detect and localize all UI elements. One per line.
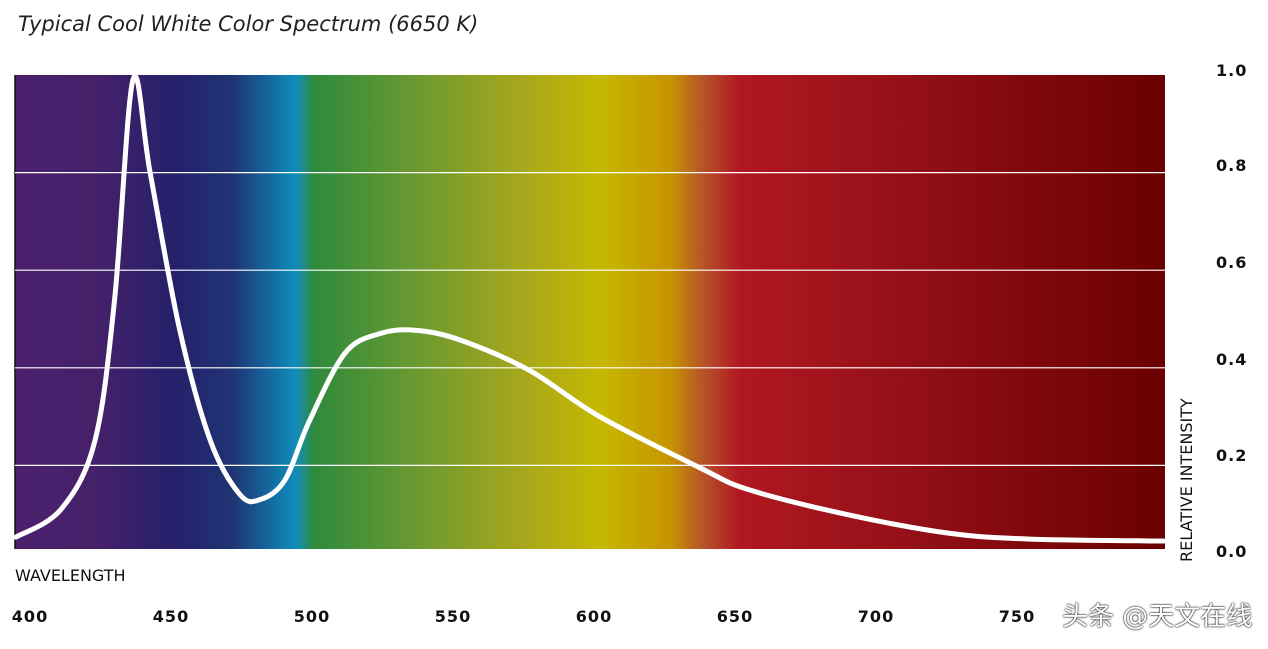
x-tick-label: 650 [717, 607, 753, 626]
x-tick-label: 500 [294, 607, 330, 626]
x-tick-label: 600 [576, 607, 612, 626]
y-tick-label: 0.0 [1216, 542, 1247, 561]
y-tick-label: 0.6 [1216, 253, 1247, 272]
y-ticks: 1.0 0.8 0.6 0.4 0.2 0.0 [1216, 61, 1247, 561]
x-axis-label: WAVELENGTH [15, 566, 126, 585]
chart-title: Typical Cool White Color Spectrum (6650 … [18, 12, 479, 36]
grid [15, 172, 1165, 466]
x-ticks: 400 450 500 550 600 650 700 750 [12, 607, 1035, 626]
spectrum-line [13, 73, 1167, 544]
y-tick-label: 0.4 [1216, 350, 1247, 369]
x-tick-label: 700 [858, 607, 894, 626]
x-tick-label: 550 [435, 607, 471, 626]
y-tick-label: 0.8 [1216, 156, 1247, 175]
watermark: 头条 @天文在线 [1062, 602, 1253, 632]
x-tick-label: 450 [153, 607, 189, 626]
spectrum-band [15, 75, 1165, 549]
x-tick-label: 400 [12, 607, 48, 626]
x-tick-label: 750 [999, 607, 1035, 626]
y-tick-label: 1.0 [1216, 61, 1247, 80]
y-tick-label: 0.2 [1216, 446, 1247, 465]
y-axis-label: RELATIVE INTENSITY [1177, 398, 1196, 562]
